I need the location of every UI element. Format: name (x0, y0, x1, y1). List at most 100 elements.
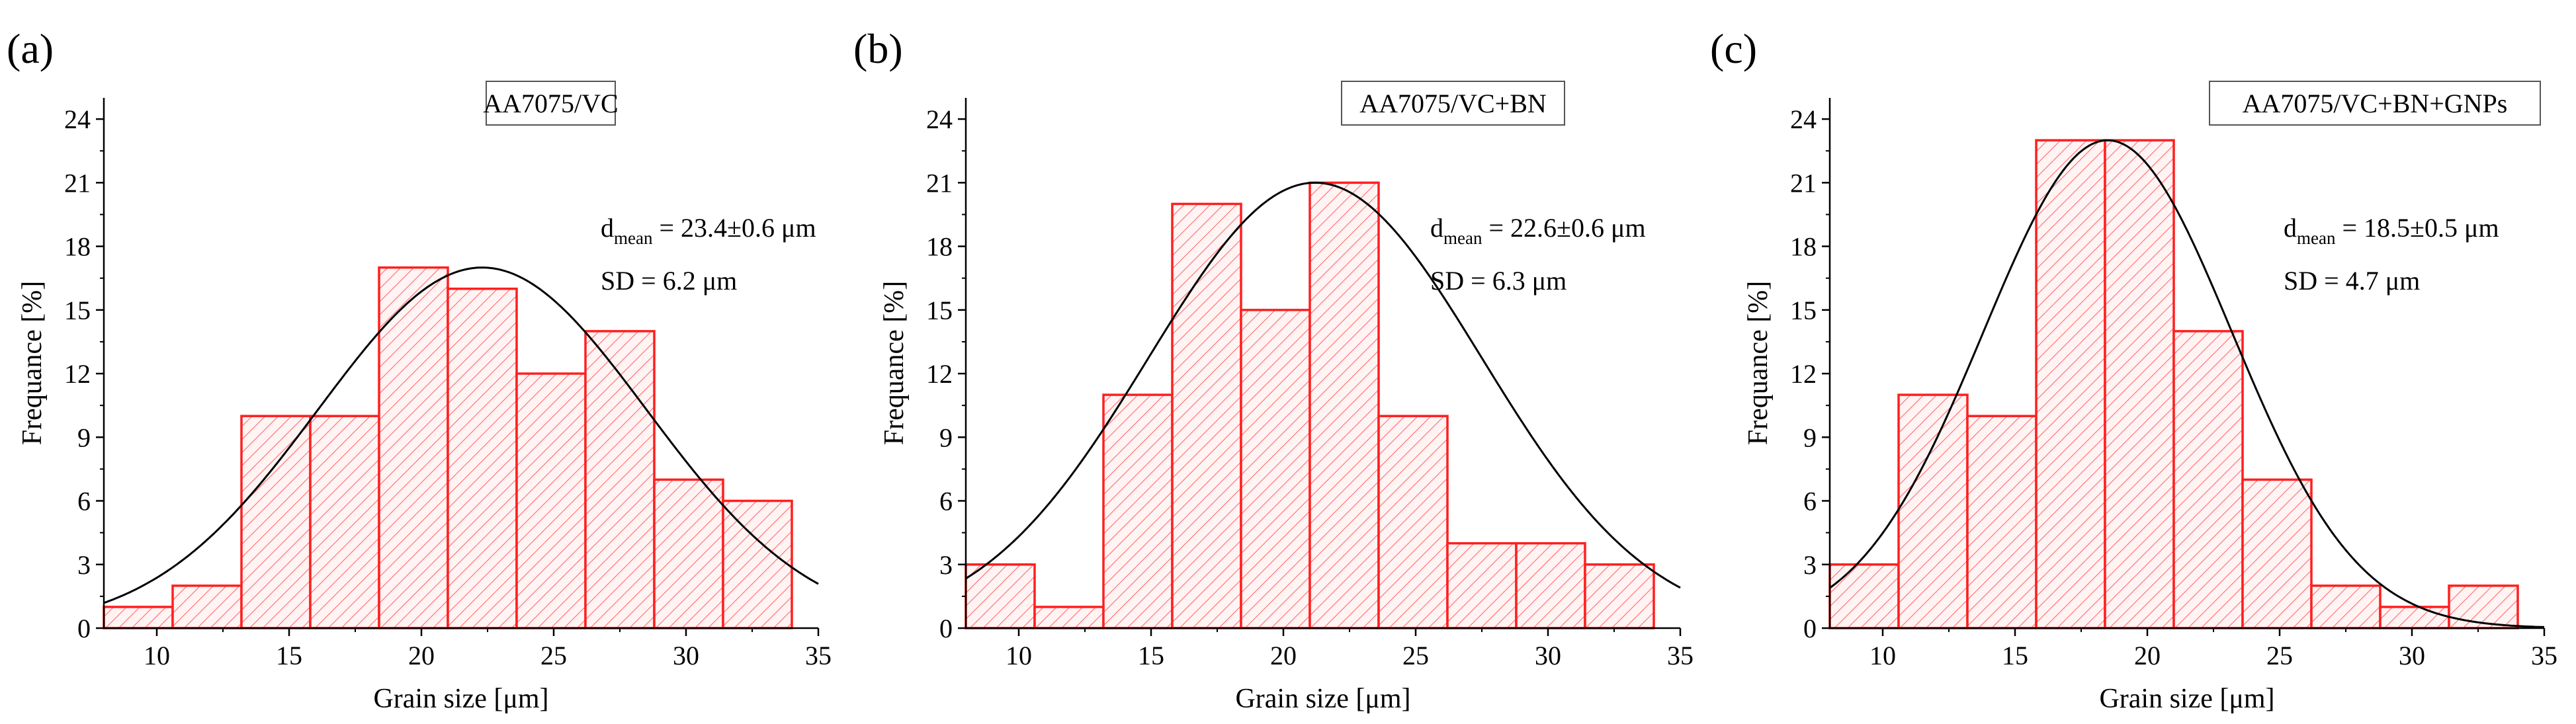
histogram-bar (2035, 139, 2106, 629)
histogram-bar (378, 266, 449, 629)
histogram-bar (1033, 606, 1105, 629)
x-axis-title: Grain size [μm] (2099, 684, 2274, 714)
x-tick-label: 30 (673, 641, 699, 670)
histogram-bar (1828, 563, 1900, 629)
stat-dmean: dmean = 22.6±0.6 μm (1430, 213, 1646, 248)
y-tick-label: 18 (64, 232, 91, 262)
x-tick-label: 20 (408, 641, 435, 670)
y-tick-label: 0 (939, 614, 953, 643)
y-tick-label: 24 (1790, 104, 1817, 134)
y-tick-label: 21 (64, 168, 91, 198)
legend-label: AA7075/VC+BN (1359, 89, 1547, 118)
x-tick-label: 20 (1270, 641, 1297, 670)
legend-box (486, 81, 616, 126)
stat-d-symbol: d (601, 213, 614, 243)
histogram-bar (653, 478, 724, 629)
x-tick-label: 10 (1869, 641, 1896, 670)
histogram-bar (1102, 393, 1174, 629)
normal-fit-curve (965, 181, 1681, 589)
x-tick-label: 30 (2399, 641, 2425, 670)
x-tick-label: 35 (805, 641, 832, 670)
x-tick-label: 25 (2266, 641, 2293, 670)
chart-panel: (a) 0 3 6 9 12 15 18 21 24 10 15 20 25 30 35 Grain size … (7, 25, 832, 714)
histogram-bar (1966, 415, 2038, 629)
stat-d-value: = 23.4±0.6 μm (659, 213, 816, 243)
chart-panel: (c) 0 3 6 9 12 15 18 21 24 10 15 20 25 30 35 Grain size … (1710, 25, 2557, 714)
stat-sd: SD = 6.3 μm (1430, 266, 1567, 296)
x-tick-label: 10 (144, 641, 170, 670)
x-tick-label: 35 (2531, 641, 2557, 670)
stat-dmean: dmean = 23.4±0.6 μm (601, 213, 816, 248)
y-tick-label: 9 (77, 422, 91, 452)
y-tick-label: 3 (1803, 550, 1817, 580)
y-tick-label: 9 (1803, 422, 1817, 452)
histogram-bar (2379, 606, 2450, 629)
y-tick-label: 12 (1790, 359, 1817, 389)
y-tick-label: 3 (77, 550, 91, 580)
histogram-bar (965, 563, 1036, 629)
y-tick-label: 12 (926, 359, 953, 389)
stat-d-value: = 22.6±0.6 μm (1488, 213, 1645, 243)
stat-dmean: dmean = 18.5±0.5 μm (2284, 213, 2499, 248)
histogram-bar (1515, 542, 1586, 629)
chart-panel: (b) 0 3 6 9 12 15 18 21 24 10 15 20 25 30 35 Grain size … (853, 25, 1694, 714)
stat-d-symbol: d (1430, 213, 1443, 243)
histogram-bar (309, 415, 380, 629)
y-tick-label: 21 (1790, 168, 1817, 198)
histogram-bar (584, 330, 656, 629)
histogram-bar (2310, 584, 2382, 629)
y-tick-label: 24 (926, 104, 953, 134)
histogram-bar (1897, 393, 1969, 629)
y-tick-label: 6 (939, 487, 953, 516)
y-tick-label: 0 (1803, 614, 1817, 643)
stat-sd: SD = 4.7 μm (2284, 266, 2420, 296)
y-tick-label: 3 (939, 550, 953, 580)
y-tick-label: 0 (77, 614, 91, 643)
histogram-bar (1377, 415, 1449, 629)
normal-fit-curve (1829, 139, 2545, 628)
x-tick-label: 15 (276, 641, 302, 670)
y-tick-label: 6 (77, 487, 91, 516)
panel-label: (c) (1710, 25, 1757, 72)
x-tick-label: 15 (2002, 641, 2028, 670)
stat-d-subscript: mean (2297, 228, 2336, 248)
stat-sd: SD = 6.2 μm (601, 266, 737, 296)
x-tick-label: 10 (1006, 641, 1032, 670)
panel-label: (a) (7, 25, 54, 72)
stat-d-symbol: d (2284, 213, 2297, 243)
histogram-bar (447, 287, 518, 629)
histogram-bar (1240, 309, 1311, 629)
legend-label: AA7075/VC+BN+GNPs (2243, 89, 2508, 118)
x-tick-label: 30 (1535, 641, 1561, 670)
y-tick-label: 15 (926, 296, 953, 325)
histogram-bar (722, 499, 793, 629)
y-tick-label: 12 (64, 359, 91, 389)
y-axis-title: Frequance [%] (879, 281, 910, 445)
histogram-bar (2104, 139, 2175, 629)
histogram-bar (240, 415, 312, 629)
stat-d-value: = 18.5±0.5 μm (2342, 213, 2499, 243)
histogram-bar (1446, 542, 1518, 629)
y-tick-label: 18 (926, 232, 953, 262)
x-tick-label: 25 (1402, 641, 1429, 670)
histogram-bar (2172, 330, 2244, 629)
y-tick-label: 18 (1790, 232, 1817, 262)
histogram-bar (2448, 584, 2519, 629)
x-tick-label: 25 (540, 641, 567, 670)
x-tick-label: 15 (1138, 641, 1164, 670)
histogram-bar (171, 584, 243, 629)
legend-box (2209, 81, 2541, 126)
legend-box (1341, 81, 1565, 126)
y-tick-label: 21 (926, 168, 953, 198)
y-tick-label: 9 (939, 422, 953, 452)
histogram-bar (103, 606, 174, 629)
y-tick-label: 6 (1803, 487, 1817, 516)
histogram-bar (515, 372, 587, 629)
y-axis-title: Frequance [%] (17, 281, 48, 445)
panel-label: (b) (853, 25, 903, 72)
y-tick-label: 15 (1790, 296, 1817, 325)
y-tick-label: 15 (64, 296, 91, 325)
x-tick-label: 20 (2134, 641, 2161, 670)
histogram-bar (2241, 478, 2313, 629)
